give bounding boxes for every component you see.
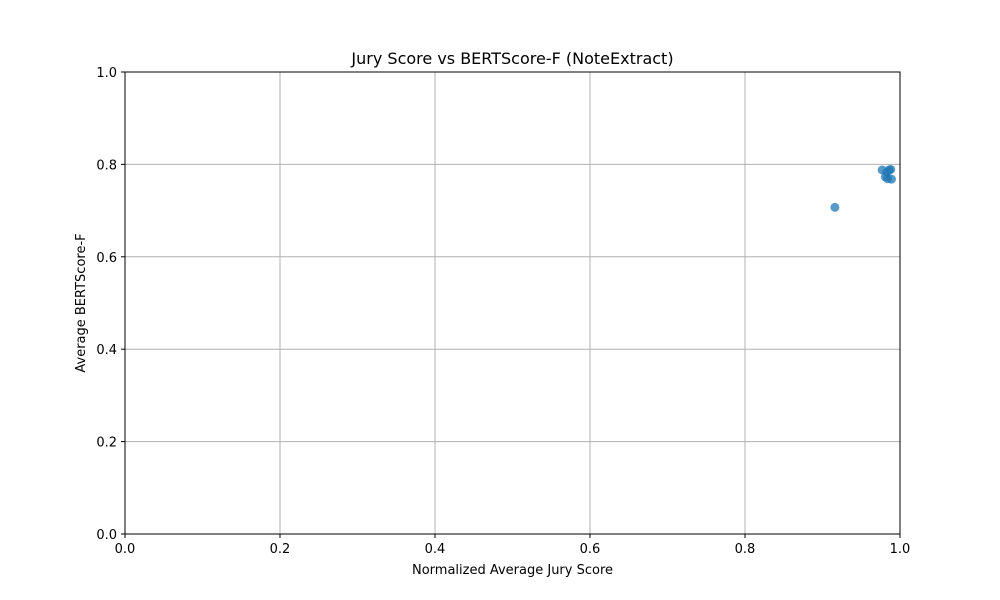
y-tick-label: 0.0 <box>96 528 117 543</box>
x-tick-label: 0.4 <box>425 542 446 557</box>
axis-ticks: 0.0 0.2 0.4 0.6 0.8 1.0 0.0 0.2 0.4 0.6 0.8 1.0 <box>96 66 910 557</box>
data-points <box>830 164 896 212</box>
x-tick-label: 1.0 <box>890 542 911 557</box>
x-tick-label: 0.0 <box>115 542 136 557</box>
plot-frame <box>124 71 901 535</box>
y-tick-label: 0.6 <box>96 251 117 266</box>
data-point <box>886 174 896 184</box>
data-point <box>830 202 840 212</box>
chart-title: Jury Score vs BERTScore-F (NoteExtract) <box>350 49 673 68</box>
x-tick-label: 0.8 <box>735 542 756 557</box>
x-tick-label: 0.6 <box>580 542 601 557</box>
x-tick-label: 0.2 <box>270 542 291 557</box>
y-tick-label: 0.2 <box>96 436 117 451</box>
x-axis-label: Normalized Average Jury Score <box>412 563 613 578</box>
data-point <box>886 164 896 174</box>
y-tick-label: 1.0 <box>96 66 117 81</box>
grid-lines <box>124 71 901 535</box>
y-tick-label: 0.8 <box>96 158 117 173</box>
y-axis-label: Average BERTScore-F <box>74 233 89 372</box>
y-tick-label: 0.4 <box>96 343 117 358</box>
